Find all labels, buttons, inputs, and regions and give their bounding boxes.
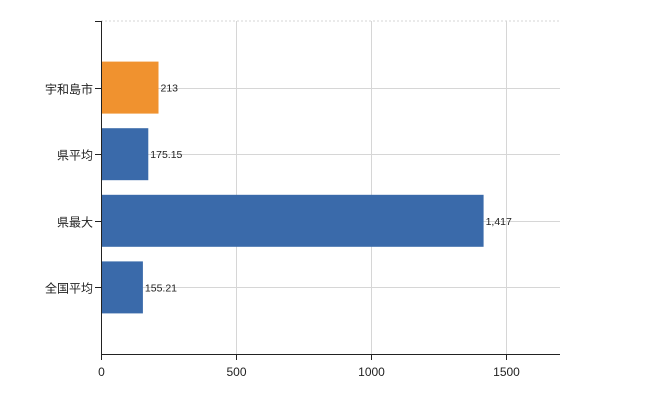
x-tick-label-1000: 1000	[358, 365, 385, 379]
grid-layer	[101, 20, 560, 354]
bar-layer	[102, 61, 484, 314]
axis-layer	[95, 21, 560, 360]
bar-2	[102, 194, 484, 247]
category-label-1: 県平均	[57, 149, 93, 163]
x-tick-label-0: 0	[98, 365, 105, 379]
bar-3	[102, 261, 143, 314]
category-label-2: 県最大	[57, 216, 93, 230]
data-label-0: 213	[161, 83, 179, 95]
x-tick-label-500: 500	[226, 365, 246, 379]
category-label-0: 宇和島市	[45, 82, 93, 97]
category-label-3: 全国平均	[45, 281, 93, 296]
data-label-1: 175.15	[150, 149, 182, 161]
data-label-3: 155.21	[145, 282, 177, 294]
bar-1	[102, 128, 149, 181]
data-label-2: 1,417	[486, 216, 512, 228]
x-tick-label-1500: 1500	[493, 365, 520, 379]
bar-0	[102, 61, 159, 114]
